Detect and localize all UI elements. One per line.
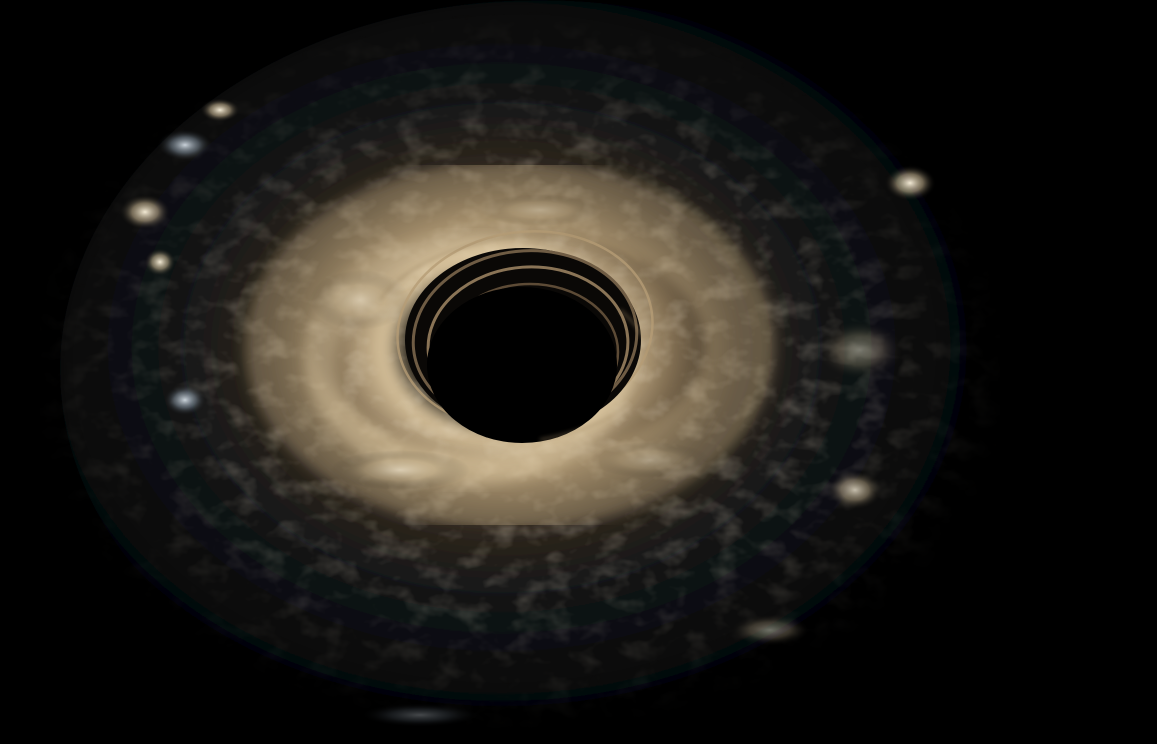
- inner-glow: [245, 160, 775, 530]
- bright-knots: [119, 98, 936, 727]
- event-horizon: [379, 230, 654, 443]
- shadow-core: [427, 287, 617, 443]
